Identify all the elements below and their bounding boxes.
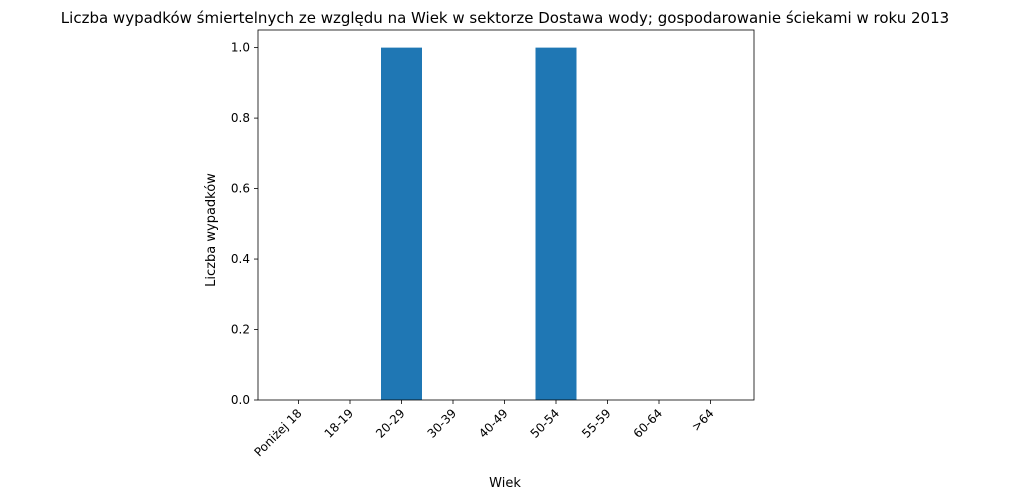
- plot-frame: [257, 29, 755, 401]
- y-axis-label: Liczba wypadków: [204, 173, 219, 287]
- bar-50-54: [535, 47, 577, 401]
- x-axis-label: Wiek: [489, 476, 521, 491]
- y-tick-label: 0.6: [231, 182, 250, 196]
- x-tick-label: 18-19: [322, 406, 357, 441]
- bar-20-29: [381, 47, 422, 401]
- x-tick-label: >64: [689, 406, 717, 434]
- x-tick-label: 55-59: [579, 406, 614, 441]
- x-tick-label: 60-64: [631, 406, 666, 441]
- x-tick-label: 40-49: [476, 406, 511, 441]
- y-tick-label: 0.4: [231, 252, 250, 266]
- y-tick-label: 0.2: [231, 323, 250, 337]
- chart-title: Liczba wypadków śmiertelnych ze względu …: [61, 9, 949, 27]
- y-tick-label: 1.0: [231, 41, 250, 55]
- x-tick-label: Poniżej 18: [251, 406, 304, 459]
- plot-area: 0.0 0.2 0.4 0.6 0.8 1.0 Poniżej 18 18-19 20-29 30…: [231, 29, 755, 459]
- y-tick-label: 0.8: [231, 111, 250, 125]
- x-tick-label: 30-39: [425, 406, 460, 441]
- y-tick-label: 0.0: [231, 393, 250, 407]
- x-tick-label: 20-29: [373, 406, 408, 441]
- x-tick-label: 50-54: [528, 406, 563, 441]
